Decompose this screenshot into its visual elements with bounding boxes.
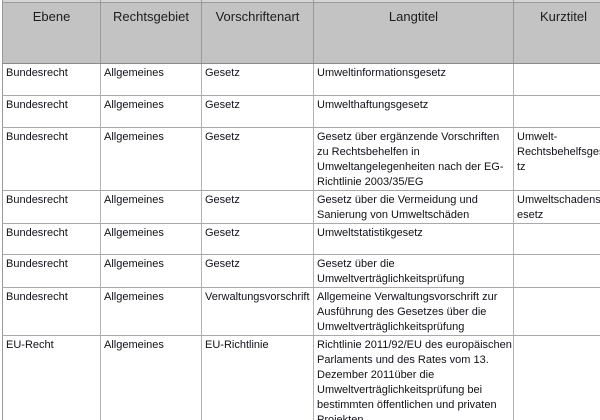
cell-vorschriftenart[interactable]: Gesetz [201, 95, 314, 128]
table-row: Bundesrecht Allgemeines Gesetz Gesetz üb… [2, 190, 600, 224]
cell-langtitel[interactable]: Umwelthaftungsgesetz [313, 95, 514, 128]
clipped-cell [313, 0, 514, 3]
cell-langtitel[interactable]: Gesetz über ergänzende Vorschriften zu R… [313, 127, 514, 191]
column-header-ebene[interactable]: Ebene [2, 2, 101, 64]
cell-rechtsgebiet[interactable]: Allgemeines [100, 190, 202, 224]
cell-rechtsgebiet[interactable]: Allgemeines [100, 127, 202, 191]
cell-ebene[interactable]: Bundesrecht [2, 254, 101, 288]
cell-kurztitel[interactable] [513, 287, 600, 336]
clipped-cell [100, 0, 202, 3]
column-header-vorschriftenart[interactable]: Vorschriftenart [201, 2, 314, 64]
cell-ebene[interactable]: Bundesrecht [2, 63, 101, 96]
cell-langtitel[interactable]: Umweltstatistikgesetz [313, 223, 514, 255]
cell-kurztitel[interactable]: Umweltschadensgesetz [513, 190, 600, 224]
cell-kurztitel[interactable] [513, 95, 600, 128]
cell-rechtsgebiet[interactable]: Allgemeines [100, 223, 202, 255]
cell-langtitel[interactable]: Allgemeine Verwaltungsvorschrift zur Aus… [313, 287, 514, 336]
table-row: Bundesrecht Allgemeines Verwaltungsvorsc… [2, 287, 600, 336]
cell-vorschriftenart[interactable]: Gesetz [201, 127, 314, 191]
header-row: Ebene Rechtsgebiet Vorschriftenart Langt… [2, 2, 600, 64]
cell-rechtsgebiet[interactable]: Allgemeines [100, 254, 202, 288]
clipped-cell [513, 0, 600, 3]
cell-rechtsgebiet[interactable]: Allgemeines [100, 63, 202, 96]
cell-langtitel[interactable]: Gesetz über die Umweltverträglichkeitspr… [313, 254, 514, 288]
cell-kurztitel[interactable] [513, 335, 600, 420]
cell-langtitel[interactable]: Gesetz über die Vermeidung und Sanierung… [313, 190, 514, 224]
table-row: Bundesrecht Allgemeines Gesetz Umweltsta… [2, 223, 600, 255]
table-row: Bundesrecht Allgemeines Gesetz Gesetz üb… [2, 127, 600, 191]
cell-ebene[interactable]: EU-Recht [2, 335, 101, 420]
cell-ebene[interactable]: Bundesrecht [2, 223, 101, 255]
cell-ebene[interactable]: Bundesrecht [2, 287, 101, 336]
cell-rechtsgebiet[interactable]: Allgemeines [100, 287, 202, 336]
cell-ebene[interactable]: Bundesrecht [2, 190, 101, 224]
column-header-langtitel[interactable]: Langtitel [313, 2, 514, 64]
cell-ebene[interactable]: Bundesrecht [2, 95, 101, 128]
cell-vorschriftenart[interactable]: Gesetz [201, 254, 314, 288]
column-header-rechtsgebiet[interactable]: Rechtsgebiet [100, 2, 202, 64]
cell-kurztitel[interactable] [513, 223, 600, 255]
table-row: EU-Recht Allgemeines EU-Richtlinie Richt… [2, 335, 600, 420]
cell-vorschriftenart[interactable]: EU-Richtlinie [201, 335, 314, 420]
cell-rechtsgebiet[interactable]: Allgemeines [100, 335, 202, 420]
cell-ebene[interactable]: Bundesrecht [2, 127, 101, 191]
table-row: Bundesrecht Allgemeines Gesetz Gesetz üb… [2, 254, 600, 288]
cell-kurztitel[interactable] [513, 254, 600, 288]
cell-langtitel[interactable]: Umweltinformationsgesetz [313, 63, 514, 96]
table-row: Bundesrecht Allgemeines Gesetz Umwelthaf… [2, 95, 600, 128]
column-header-kurztitel[interactable]: Kurztitel [513, 2, 600, 64]
table-row: Bundesrecht Allgemeines Gesetz Umweltinf… [2, 63, 600, 96]
cell-langtitel[interactable]: Richtlinie 2011/92/EU des europäischen P… [313, 335, 514, 420]
cell-vorschriftenart[interactable]: Verwaltungsvorschrift [201, 287, 314, 336]
cell-rechtsgebiet[interactable]: Allgemeines [100, 95, 202, 128]
cell-vorschriftenart[interactable]: Gesetz [201, 63, 314, 96]
cell-vorschriftenart[interactable]: Gesetz [201, 223, 314, 255]
cell-vorschriftenart[interactable]: Gesetz [201, 190, 314, 224]
clipped-cell [2, 0, 101, 3]
clipped-row-above [2, 0, 600, 3]
cell-kurztitel[interactable] [513, 63, 600, 96]
clipped-cell [201, 0, 314, 3]
cell-kurztitel[interactable]: Umwelt-Rechtsbehelfsgesetz [513, 127, 600, 191]
